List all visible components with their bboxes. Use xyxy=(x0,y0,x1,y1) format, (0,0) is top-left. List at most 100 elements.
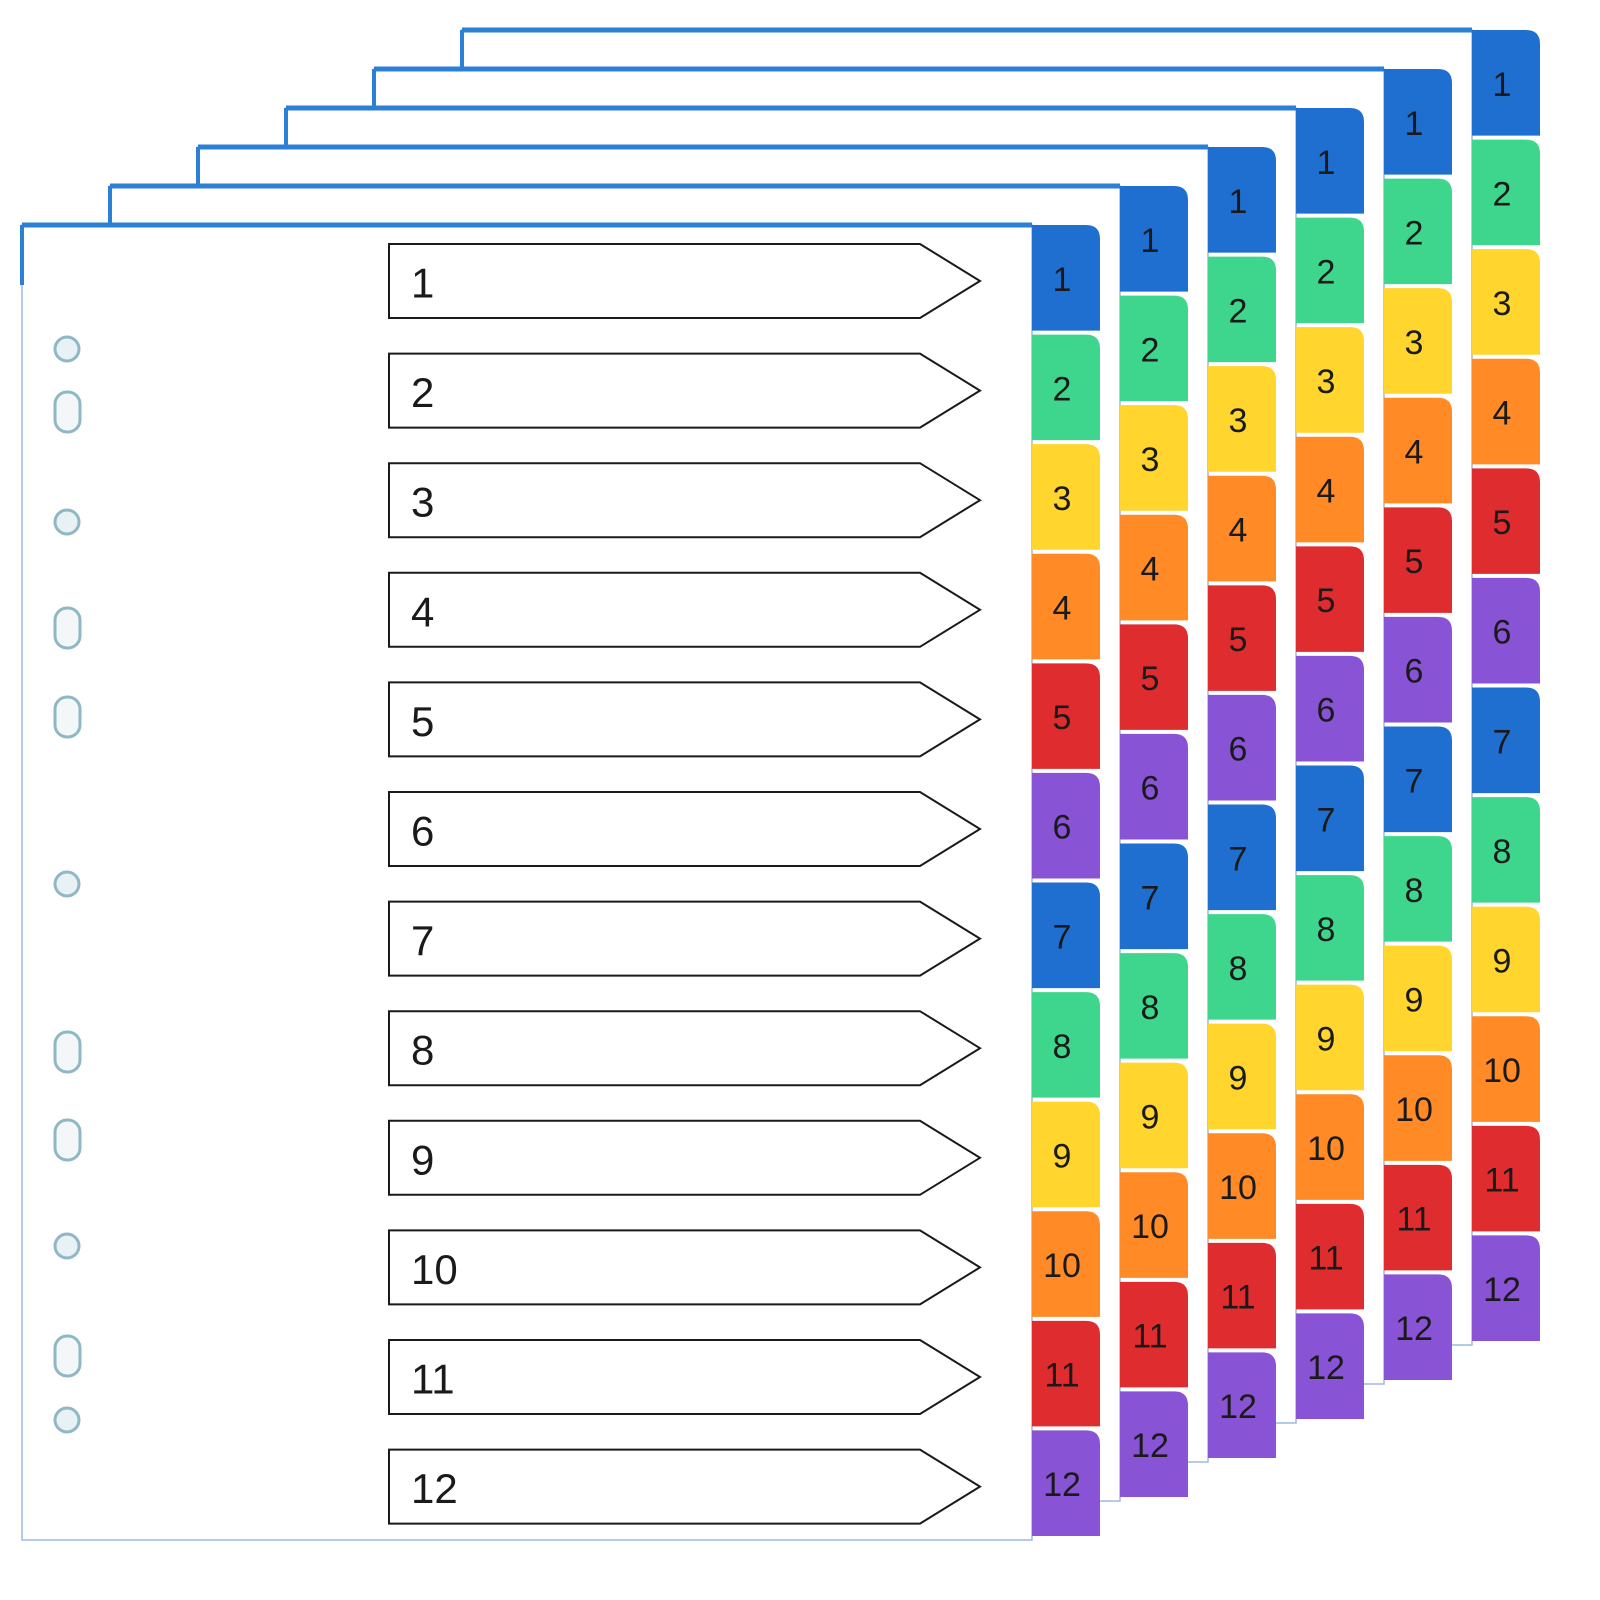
tab-label: 1 xyxy=(1405,105,1424,143)
tab-label: 9 xyxy=(1053,1137,1072,1175)
entry-arrow xyxy=(388,791,982,867)
tab xyxy=(1120,733,1188,840)
tab xyxy=(1032,225,1100,331)
entry-arrow xyxy=(388,1010,982,1087)
tab-label: 8 xyxy=(1317,911,1336,949)
tab xyxy=(1296,655,1364,762)
tab xyxy=(1032,992,1100,1098)
tab xyxy=(1384,288,1452,394)
entry-arrow xyxy=(388,243,982,319)
entry-label: 12 xyxy=(411,1465,458,1512)
tab xyxy=(1032,1101,1100,1208)
tab xyxy=(1472,797,1540,903)
tab-label: 4 xyxy=(1405,434,1424,472)
hole xyxy=(53,1030,82,1074)
tab-label: 9 xyxy=(1317,1020,1336,1058)
tab-label: 4 xyxy=(1493,395,1512,433)
tab-label: 11 xyxy=(1220,1279,1255,1317)
tab xyxy=(1120,186,1188,292)
tab-label: 3 xyxy=(1229,402,1248,440)
tab xyxy=(1472,358,1540,465)
entry-label: 6 xyxy=(411,808,434,855)
tab xyxy=(1472,249,1540,355)
tab-label: 9 xyxy=(1493,942,1512,980)
tab xyxy=(1032,663,1100,769)
tab-label: 1 xyxy=(1053,261,1072,299)
tab-label: 12 xyxy=(1131,1427,1169,1465)
tab-label: 2 xyxy=(1493,175,1512,213)
tab xyxy=(1384,836,1452,942)
tab xyxy=(1296,1203,1364,1310)
hole xyxy=(53,1334,82,1378)
hole xyxy=(53,508,81,536)
entry-arrow xyxy=(388,1448,982,1525)
tab xyxy=(1472,30,1540,136)
tab xyxy=(1120,624,1188,730)
entry-label: 5 xyxy=(411,698,434,745)
tab-label: 8 xyxy=(1229,950,1248,988)
tab-label: 10 xyxy=(1483,1052,1521,1090)
tab xyxy=(1120,1391,1188,1497)
tab xyxy=(1384,1055,1452,1161)
tab-label: 8 xyxy=(1405,872,1424,910)
tab-label: 3 xyxy=(1405,324,1424,362)
tab-label: 2 xyxy=(1053,370,1072,408)
tab-label: 6 xyxy=(1229,731,1248,769)
tab xyxy=(1384,397,1452,504)
tab-label: 12 xyxy=(1219,1388,1257,1426)
tab-label: 11 xyxy=(1308,1240,1343,1278)
tab-label: 7 xyxy=(1053,918,1072,956)
tab xyxy=(1208,585,1276,691)
tab xyxy=(1208,1242,1276,1349)
tab xyxy=(1208,1352,1276,1458)
tab xyxy=(1472,906,1540,1013)
tab xyxy=(1032,334,1100,441)
tab xyxy=(1120,514,1188,621)
tab xyxy=(1032,772,1100,879)
entry-arrow xyxy=(388,900,982,977)
tab-label: 1 xyxy=(1317,144,1336,182)
tab-label: 3 xyxy=(1493,285,1512,323)
tab xyxy=(1296,1094,1364,1200)
tab xyxy=(1032,1430,1100,1536)
tab-label: 2 xyxy=(1405,214,1424,252)
tab-label: 9 xyxy=(1229,1059,1248,1097)
tab-label: 4 xyxy=(1141,551,1160,589)
tab-label: 7 xyxy=(1405,762,1424,800)
tab xyxy=(1384,507,1452,613)
tab xyxy=(1296,436,1364,543)
tab xyxy=(1384,616,1452,723)
tab-label: 6 xyxy=(1141,770,1160,808)
tab-label: 11 xyxy=(1044,1357,1079,1395)
tab xyxy=(1472,139,1540,246)
tab xyxy=(1032,882,1100,989)
hole xyxy=(53,1406,81,1434)
hole xyxy=(53,695,82,739)
tab-label: 7 xyxy=(1229,840,1248,878)
entry-label: 3 xyxy=(411,479,434,526)
tab xyxy=(1120,1062,1188,1169)
tab-label: 4 xyxy=(1229,512,1248,550)
hole xyxy=(53,870,81,898)
tab xyxy=(1208,366,1276,472)
entry-label: 9 xyxy=(411,1136,434,1183)
entry-label: 8 xyxy=(411,1027,434,1074)
tab xyxy=(1032,553,1100,660)
tab xyxy=(1384,69,1452,175)
tab xyxy=(1296,1313,1364,1419)
entry-label: 2 xyxy=(411,369,434,416)
entry-label: 10 xyxy=(411,1246,458,1293)
tab-label: 12 xyxy=(1395,1310,1433,1348)
tab-label: 6 xyxy=(1493,614,1512,652)
hole xyxy=(53,390,82,434)
tab xyxy=(1384,1274,1452,1380)
tab-label: 6 xyxy=(1053,809,1072,847)
tab xyxy=(1120,1281,1188,1388)
entry-arrow xyxy=(388,352,982,429)
tab xyxy=(1032,1211,1100,1317)
tab xyxy=(1120,405,1188,511)
tab xyxy=(1296,327,1364,433)
entry-arrow xyxy=(388,1229,982,1306)
